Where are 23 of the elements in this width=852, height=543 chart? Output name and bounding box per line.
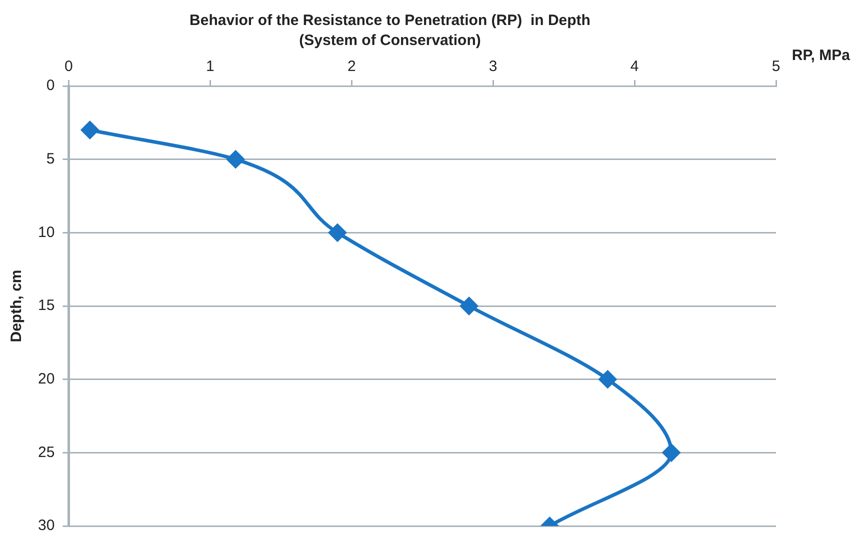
point [81,121,99,139]
x-tick-label: 2 [347,58,356,76]
y-tick-label: 10 [38,224,55,241]
y-axis-title: Depth, cm [8,270,26,342]
point [460,297,478,315]
y-tick-label: 0 [46,77,55,94]
chart-title: Behavior of the Resistance to Penetration (RP) in Depth [190,12,590,30]
point [598,370,616,388]
y-tick-label: 30 [38,517,55,534]
x-tick-label: 4 [630,58,639,76]
y-tick-label: 15 [38,297,55,314]
y-tick-label: 20 [38,370,55,388]
point [328,224,346,242]
x-tick-label: 3 [488,58,498,76]
point [226,150,244,168]
x-tick-label: 0 [64,58,73,76]
point [662,444,680,462]
x-tick-label: 1 [206,58,214,76]
x-tick-label: 5 [772,58,780,76]
chart-subtitle: (System of Conservation) [299,32,481,50]
x-axis-title: RP, MPa [792,47,851,64]
y-tick-label: 25 [38,444,55,461]
y-tick-label: 5 [46,150,55,168]
